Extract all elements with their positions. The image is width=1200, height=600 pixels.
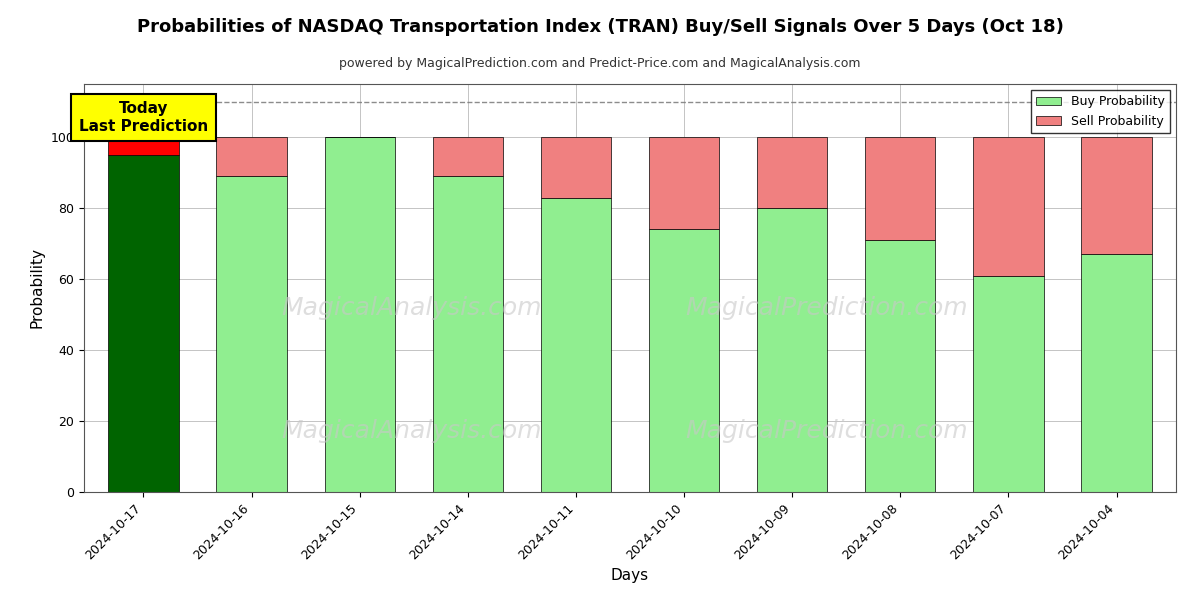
Y-axis label: Probability: Probability	[30, 247, 44, 329]
Bar	[324, 137, 395, 492]
Text: MagicalAnalysis.com: MagicalAnalysis.com	[281, 296, 542, 320]
Bar	[865, 137, 936, 240]
Bar	[757, 137, 827, 208]
Bar	[541, 137, 611, 197]
Bar	[108, 137, 179, 155]
Text: MagicalAnalysis.com: MagicalAnalysis.com	[281, 419, 542, 443]
Bar	[973, 275, 1044, 492]
Text: powered by MagicalPrediction.com and Predict-Price.com and MagicalAnalysis.com: powered by MagicalPrediction.com and Pre…	[340, 57, 860, 70]
Text: Probabilities of NASDAQ Transportation Index (TRAN) Buy/Sell Signals Over 5 Days: Probabilities of NASDAQ Transportation I…	[137, 18, 1063, 36]
Bar	[108, 155, 179, 492]
Text: MagicalPrediction.com: MagicalPrediction.com	[685, 296, 968, 320]
Text: Today
Last Prediction: Today Last Prediction	[79, 101, 208, 134]
Legend: Buy Probability, Sell Probability: Buy Probability, Sell Probability	[1031, 90, 1170, 133]
Bar	[433, 137, 503, 176]
Bar	[541, 197, 611, 492]
Bar	[216, 137, 287, 176]
Bar	[973, 137, 1044, 275]
Bar	[1081, 254, 1152, 492]
Bar	[757, 208, 827, 492]
Bar	[865, 240, 936, 492]
Text: MagicalPrediction.com: MagicalPrediction.com	[685, 419, 968, 443]
X-axis label: Days: Days	[611, 568, 649, 583]
Bar	[216, 176, 287, 492]
Bar	[649, 137, 719, 229]
Bar	[433, 176, 503, 492]
Bar	[649, 229, 719, 492]
Bar	[1081, 137, 1152, 254]
